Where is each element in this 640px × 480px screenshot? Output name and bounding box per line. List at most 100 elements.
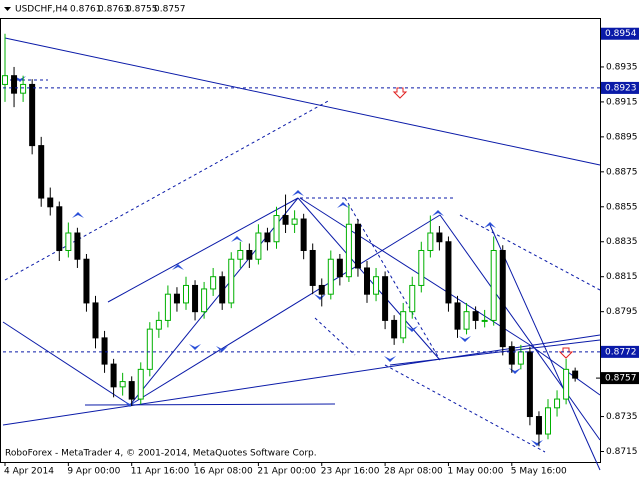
candle-body [400,311,407,339]
arrow-markers [14,76,574,446]
candle-body [282,215,289,225]
candle-body [183,284,189,304]
plot-frame [0,18,601,463]
x-tick-label: 23 Apr 16:00 [321,467,380,477]
candle-body [445,241,452,304]
candle-body [364,267,370,295]
candle-body [47,197,54,208]
menu-triangle [4,7,11,11]
candle-body [137,368,144,400]
candle-body [192,284,199,313]
level-label: 0.8954 [605,29,637,39]
candle-body [454,302,461,330]
y-tick-label: 0.8815 [606,272,638,282]
candle-body [164,293,171,321]
level-label-box [601,27,639,40]
candle-body [300,218,307,251]
candle-body [237,249,244,260]
x-tick-label: 9 Apr 00:00 [67,467,120,477]
level-label-box [601,345,639,358]
candle-body [354,223,361,269]
price-label-box [601,372,639,385]
candle-body [563,368,570,400]
candle-body [535,416,542,435]
y-tick-label: 0.8835 [606,237,638,247]
symbol: USDCHF,H4 [15,5,68,15]
candle-body [20,83,27,94]
candle-body [318,284,325,295]
x-tick-label: 11 Apr 16:00 [131,467,190,477]
candle-body [427,232,434,251]
low-value: 0.8755 [126,5,158,15]
candle-body [572,370,579,379]
x-tick-label: 21 Apr 00:00 [257,467,316,477]
candle-body [327,258,334,295]
candle-body [255,232,262,260]
y-tick-label: 0.8915 [606,97,638,107]
candle-body [309,249,316,286]
candle-body [554,398,561,409]
candle-body [508,346,515,365]
y-tick-label: 0.8715 [606,447,638,457]
candle-body [219,276,226,304]
candle-body [499,249,506,348]
x-tick-label: 28 Apr 08:00 [384,467,443,477]
x-tick-label: 5 May 16:00 [511,467,567,477]
candle-body [481,319,488,322]
candle-body [92,302,99,339]
y-tick-label: 0.8935 [606,62,638,72]
candle-body [201,288,208,313]
footer-note: RoboForex - MetaTrader 4, © 2001-2014, M… [5,449,317,459]
candle-body [56,206,63,251]
candle-body [38,145,45,199]
y-tick-label: 0.8875 [606,167,638,177]
candle-body [345,223,352,278]
candle-body [409,284,416,313]
candle-body [273,215,280,243]
x-tick-label: 4 Apr 2014 [4,467,54,477]
y-tick-label: 0.8795 [606,307,638,317]
candle-body [65,232,72,251]
candle-body [11,75,18,94]
candle-body [246,249,253,260]
candle-body [490,249,497,321]
candle-body [336,258,343,278]
close-value: 0.8757 [154,5,186,15]
candle-body [2,75,8,85]
candle-body [418,249,425,286]
y-tick-label: 0.8855 [606,202,638,212]
candle-body [119,381,126,388]
level-label: 0.8772 [605,347,637,357]
candle-body [545,407,551,435]
candle-body [29,83,36,147]
candle-body [210,276,217,290]
candle-body [110,363,117,388]
candle-body [264,232,271,243]
candle-body [517,351,524,365]
level-label: 0.8923 [605,83,637,93]
candle-body [463,311,470,330]
candle-body [436,232,443,243]
x-tick-label: 16 Apr 08:00 [194,467,253,477]
candle-body [128,381,135,400]
header: USDCHF,H4 0.8761 0.8763 0.8755 0.8757 [4,5,186,15]
candle-body [83,258,90,304]
candle-body [373,276,380,295]
candle-body [173,293,180,304]
candle-body [526,351,533,418]
y-tick-label: 0.8895 [606,132,638,142]
x-tick-label: 1 May 00:00 [447,467,503,477]
high-value: 0.8763 [98,5,130,15]
price-label: 0.8757 [605,374,637,384]
level-label-box [601,81,639,94]
open-value: 0.8761 [70,5,102,15]
y-tick-label: 0.8735 [606,412,638,422]
candle-body [101,337,108,365]
candle-body [74,232,81,260]
candle-body [155,319,162,330]
candle-body [472,311,479,321]
candle-body [146,328,153,370]
candle-body [291,218,298,225]
